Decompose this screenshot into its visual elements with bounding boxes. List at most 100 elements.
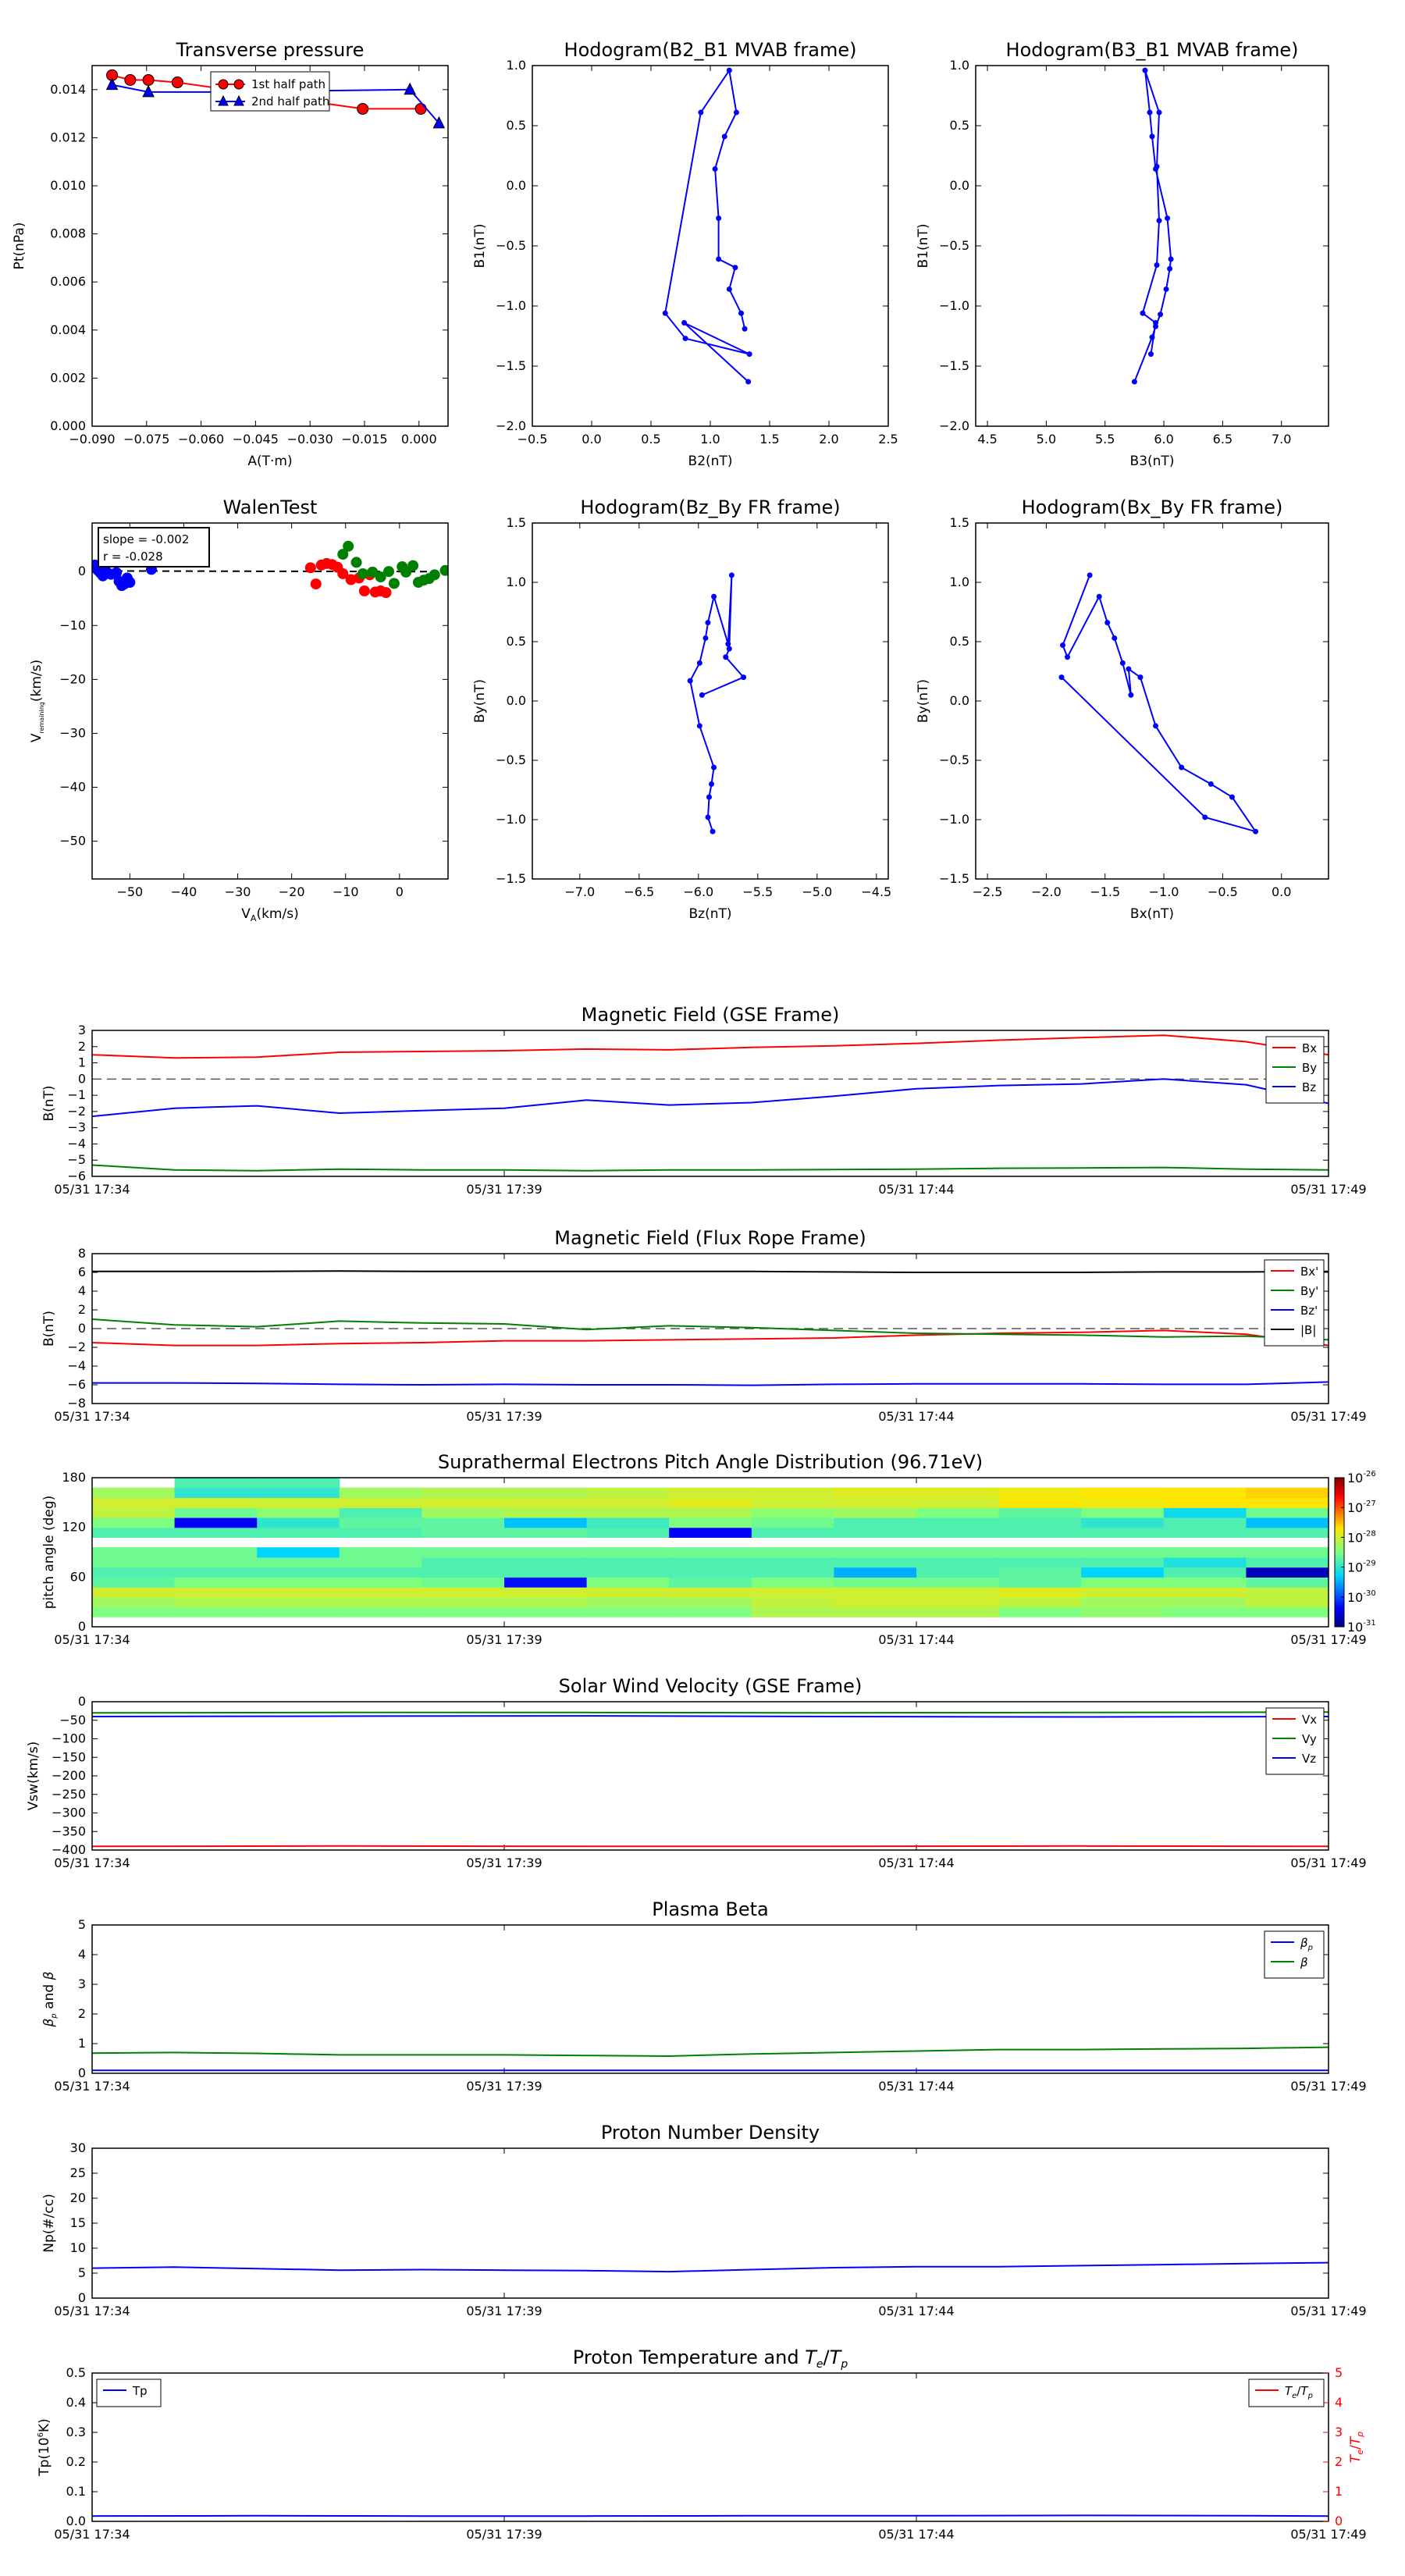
data-point	[1167, 265, 1173, 272]
chart-title: Plasma Beta	[652, 1898, 768, 1920]
y-tick-label: −1.5	[496, 871, 526, 886]
label-subscript: remaining	[38, 702, 45, 733]
heatmap-cell	[998, 1606, 1082, 1617]
heatmap-cell	[1246, 1587, 1329, 1598]
panel-h2: Hodogram(B3_B1 MVAB frame) 4.5 5.0 5.5 6.0 6.…	[916, 39, 1329, 469]
heatmap-cell	[916, 1557, 1000, 1568]
y-axis-label: B1(nT)	[472, 224, 488, 269]
panel-h1: Hodogram(B2_B1 MVAB frame) −0.5 0.0 0.5 1.0 1…	[472, 39, 898, 469]
x-tick-label: 2.5	[878, 432, 898, 447]
heatmap-cell	[669, 1497, 752, 1508]
chart-title: Proton Temperature and Te/Tp	[573, 2347, 848, 2371]
heatmap-cell	[504, 1517, 588, 1528]
heatmap-cell	[339, 1507, 422, 1518]
y-tick-label: 1.0	[507, 58, 526, 73]
heatmap-cell	[504, 1497, 588, 1508]
y-tick-label: 5	[78, 1917, 86, 1932]
data-point	[1153, 723, 1159, 729]
series-line-Bz	[92, 1078, 1329, 1118]
y-tick-label: −350	[52, 1823, 86, 1838]
heatmap-cell	[1081, 1557, 1165, 1568]
plot-frame	[91, 2147, 1329, 2299]
x-tick-label: 0.5	[641, 432, 660, 447]
x-tick-label: 05/31 17:49	[1290, 1409, 1366, 1424]
heatmap-cell	[916, 1547, 1000, 1558]
y-right-tick-label: 2	[1335, 2454, 1343, 2469]
y-tick-label: −1	[67, 1087, 86, 1102]
legend-box	[96, 2379, 162, 2407]
heatmap-cell	[1081, 1606, 1165, 1617]
chart-title: Solar Wind Velocity (GSE Frame)	[559, 1675, 863, 1697]
heatmap-cell	[998, 1527, 1082, 1538]
data-point	[1156, 109, 1162, 116]
label-superscript: -27	[1363, 1500, 1375, 1508]
y-tick-label: −250	[52, 1787, 86, 1802]
y-tick-label: −0.5	[496, 238, 526, 253]
heatmap-cell	[257, 1547, 340, 1558]
data-point	[699, 692, 705, 698]
y-tick-label: −10	[59, 617, 86, 632]
heatmap-cell	[669, 1487, 752, 1499]
legend-label: Vx	[1302, 1713, 1317, 1727]
heatmap-cell	[669, 1527, 752, 1538]
x-tick-label: 05/31 17:39	[466, 2304, 542, 2318]
heatmap-cell	[339, 1606, 422, 1617]
heatmap-cell	[174, 1497, 258, 1508]
data-point	[1059, 642, 1065, 649]
series-line-Bx'	[92, 1329, 1329, 1347]
heatmap-cell	[1163, 1557, 1247, 1568]
title-math: T	[805, 2347, 818, 2368]
x-tick-label: 1.5	[759, 432, 779, 447]
data-point-triangle	[432, 116, 446, 129]
heatmap-cell	[1163, 1587, 1247, 1598]
y-tick-label: −4	[67, 1136, 86, 1151]
label-part: /	[1297, 2384, 1301, 2398]
y-tick-label: 0.006	[50, 274, 86, 289]
heatmap-cell	[998, 1507, 1082, 1518]
heatmap-cell	[1246, 1606, 1329, 1617]
x-tick-label: 5.5	[1095, 432, 1115, 447]
y-tick-label: −8	[67, 1396, 86, 1411]
legend-label: By'	[1300, 1284, 1318, 1298]
y-tick-label: −1.5	[496, 358, 526, 373]
y-tick-label: 30	[70, 2140, 86, 2155]
x-tick-label: 05/31 17:34	[54, 1856, 130, 1870]
series-line-Vx	[92, 1845, 1329, 1848]
y-tick-label: 0.2	[66, 2454, 86, 2469]
y-axis-label: B1(nT)	[916, 224, 931, 269]
data-point	[1163, 286, 1169, 292]
heatmap-cell	[1081, 1577, 1165, 1588]
heatmap-cell	[834, 1517, 917, 1528]
plot-area	[92, 540, 448, 599]
scatter-point-red	[337, 568, 349, 579]
y-tick-label: −200	[52, 1768, 86, 1783]
heatmap-cell	[586, 1517, 670, 1528]
heatmap-cell	[669, 1557, 752, 1568]
y-tick-label: 0.000	[50, 418, 86, 433]
data-point	[662, 310, 668, 316]
x-tick-label: −0.075	[123, 432, 169, 447]
y-tick-label: −1.5	[939, 871, 969, 886]
heatmap-cell	[998, 1557, 1082, 1568]
heatmap-cell	[669, 1596, 752, 1608]
heatmap-cell	[998, 1577, 1082, 1588]
data-point-circle	[142, 73, 155, 86]
plot-area	[92, 2514, 1329, 2517]
heatmap-cell	[422, 1507, 505, 1518]
x-tick-label: −6.0	[683, 884, 713, 899]
legend-marker	[233, 79, 244, 90]
legend-label: |B|	[1300, 1323, 1316, 1337]
data-point-triangle	[404, 82, 416, 95]
x-tick-label: −0.045	[233, 432, 279, 447]
data-point	[702, 635, 709, 641]
panel-walen: WalenTest −50 −40 −30 −20 −10 0 −50 −40 −30 −20 −10…	[29, 496, 449, 923]
data-point	[723, 654, 729, 660]
data-point	[711, 764, 717, 770]
panel-pad: Suprathermal Electrons Pitch Angle Distr…	[41, 1451, 1376, 1647]
data-point	[1253, 828, 1259, 834]
y-right-tick-label: 3	[1335, 2425, 1343, 2439]
label-part: (km/s)	[29, 660, 44, 702]
x-tick-label: 05/31 17:49	[1290, 1632, 1366, 1647]
heatmap-cell	[1163, 1596, 1247, 1608]
plot-area	[662, 67, 752, 385]
